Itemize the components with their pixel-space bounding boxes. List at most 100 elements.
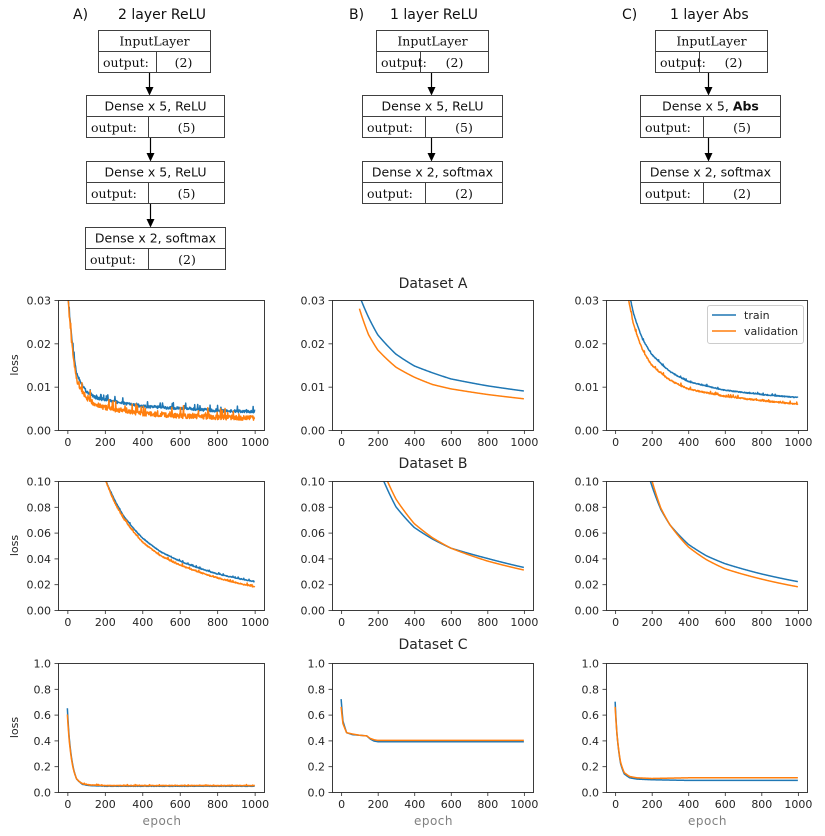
layer-box: Dense x 5, ReLU output: (5)	[86, 95, 225, 162]
x-tick-label: 1000	[241, 436, 269, 449]
x-tick-label: 1000	[784, 436, 812, 449]
output-shape: (2)	[446, 55, 464, 70]
chart-title: Dataset A	[399, 276, 468, 292]
y-tick-label: 0.06	[575, 527, 600, 540]
validation-line	[105, 481, 256, 588]
connector-arrowhead	[145, 87, 154, 96]
y-tick-label: 0.10	[27, 476, 52, 489]
y-tick-label: 0.04	[301, 553, 326, 566]
layer-name: Dense x 5, ReLU	[105, 165, 207, 180]
output-shape: (2)	[175, 55, 193, 70]
train-line	[67, 300, 256, 414]
output-label: output:	[645, 120, 691, 135]
y-tick-label: 0.00	[27, 605, 52, 618]
train-line	[382, 481, 525, 569]
chart-title: Dataset C	[398, 637, 467, 653]
x-axis-label: epoch	[142, 814, 181, 828]
train-line	[66, 708, 256, 788]
loss-plot: 0 200 400 600 800 1000 0.00 0.02 0.04 0.06 0.08 0.1…	[8, 476, 269, 630]
layer-box: Dense x 2, softmax output: (2)	[362, 161, 503, 204]
x-tick-label: 800	[751, 436, 772, 449]
y-tick-label: 0.4	[582, 735, 600, 748]
y-tick-label: 0.02	[301, 579, 326, 592]
plot-frame	[606, 300, 808, 431]
validation-line	[358, 308, 525, 400]
x-tick-label: 200	[95, 798, 116, 811]
x-tick-label: 0	[612, 436, 619, 449]
x-tick-label: 400	[404, 616, 425, 629]
y-tick-label: 0.00	[27, 425, 52, 438]
chart-title: Dataset B	[399, 456, 468, 472]
x-tick-label: 600	[441, 436, 462, 449]
x-tick-label: 400	[132, 616, 153, 629]
layer-name: Dense x 2, softmax	[372, 165, 493, 180]
layer-name: InputLayer	[676, 34, 746, 49]
y-tick-label: 0.01	[27, 381, 52, 394]
x-tick-label: 0	[64, 436, 71, 449]
x-tick-label: 1000	[241, 798, 269, 811]
y-tick-label: 0.6	[308, 709, 326, 722]
y-tick-label: 0.4	[34, 735, 52, 748]
x-tick-label: 0	[338, 798, 345, 811]
x-tick-label: 600	[441, 616, 462, 629]
y-tick-label: 0.10	[301, 476, 326, 489]
x-tick-label: 400	[132, 798, 153, 811]
output-label: output:	[381, 55, 427, 70]
y-tick-label: 0.00	[301, 425, 326, 438]
y-tick-label: 0.6	[582, 709, 600, 722]
x-tick-label: 600	[715, 616, 736, 629]
x-tick-label: 800	[751, 616, 772, 629]
y-tick-label: 1.0	[34, 658, 52, 671]
output-label: output:	[367, 120, 413, 135]
y-tick-label: 1.0	[582, 658, 600, 671]
y-tick-label: 0.03	[301, 295, 326, 308]
x-tick-label: 200	[368, 436, 389, 449]
y-tick-label: 0.4	[308, 735, 326, 748]
y-tick-label: 0.01	[575, 381, 600, 394]
connector-arrowhead	[704, 153, 713, 162]
y-tick-label: 0.06	[27, 527, 52, 540]
x-axis-label: epoch	[688, 814, 727, 828]
validation-line	[66, 714, 256, 787]
panel-letter: B)	[349, 7, 364, 23]
validation-line	[627, 300, 799, 406]
y-tick-label: 0.0	[34, 787, 52, 800]
y-tick-label: 0.02	[27, 338, 52, 351]
connector-arrowhead	[146, 153, 155, 162]
x-tick-label: 1000	[241, 616, 269, 629]
x-tick-label: 200	[642, 798, 663, 811]
x-tick-label: 600	[715, 436, 736, 449]
y-tick-label: 0.08	[27, 501, 52, 514]
layer-name: InputLayer	[119, 34, 189, 49]
y-tick-label: 0.00	[301, 605, 326, 618]
x-tick-label: 800	[477, 436, 498, 449]
x-tick-label: 800	[751, 798, 772, 811]
output-label: output:	[660, 55, 706, 70]
loss-plot: 0 200 400 600 800 1000 0.00 0.01 0.02 0.03	[301, 295, 539, 450]
architecture-title: 1 layer Abs	[670, 7, 749, 23]
x-tick-label: 0	[612, 616, 619, 629]
loss-plot: 0 200 400 600 800 1000 0.00 0.02 0.04 0.06 0.08 0.1…	[301, 476, 539, 630]
output-label: output:	[367, 186, 413, 201]
layer-box: Dense x 5, ReLU output: (5)	[86, 161, 225, 228]
loss-plot: 0 200 400 600 800 1000 0.0 0.2 0.4 0.6 0.8 1.0 epoch	[308, 658, 539, 829]
layer-box: InputLayer output: (2)	[655, 30, 768, 96]
x-tick-label: 400	[678, 798, 699, 811]
x-tick-label: 0	[64, 616, 71, 629]
connector-arrowhead	[704, 87, 713, 96]
output-label: output:	[90, 252, 136, 267]
plot-frame	[606, 663, 808, 793]
output-shape: (5)	[733, 120, 751, 135]
x-tick-label: 800	[207, 798, 228, 811]
train-line	[340, 699, 525, 743]
loss-plot: 0 200 400 600 800 1000 0.0 0.2 0.4 0.6 0.8 1.0 loss e…	[8, 658, 269, 829]
y-tick-label: 0.08	[301, 501, 326, 514]
y-axis-label: loss	[8, 535, 21, 557]
y-tick-label: 1.0	[308, 658, 326, 671]
layer-name-activation: Abs	[733, 99, 759, 114]
y-tick-label: 0.03	[27, 295, 52, 308]
plot-frame	[606, 481, 808, 611]
output-shape: (2)	[178, 252, 196, 267]
output-shape: (5)	[178, 186, 196, 201]
